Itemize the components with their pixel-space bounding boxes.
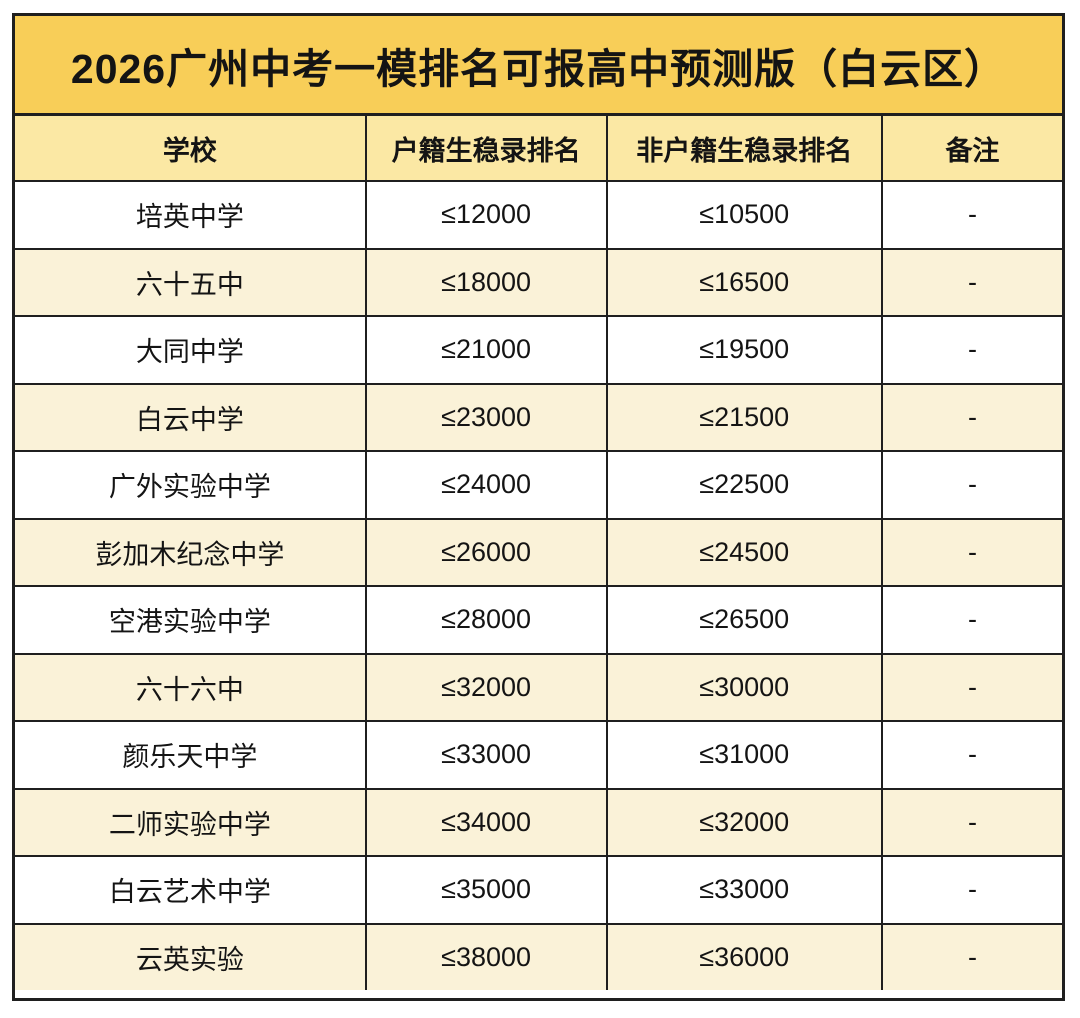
cell-remark: - bbox=[880, 247, 1062, 317]
cell-non-resident-rank: ≤26500 bbox=[605, 585, 883, 655]
cell-remark: - bbox=[880, 855, 1062, 925]
cell-resident-rank: ≤21000 bbox=[364, 315, 608, 385]
col-header-school: 学校 bbox=[15, 116, 367, 182]
table-row: 颜乐天中学 ≤33000 ≤31000 - bbox=[15, 720, 1062, 790]
table-row: 二师实验中学 ≤34000 ≤32000 - bbox=[15, 787, 1062, 857]
cell-resident-rank: ≤34000 bbox=[364, 787, 608, 857]
cell-remark: - bbox=[880, 517, 1062, 587]
table-row: 大同中学 ≤21000 ≤19500 - bbox=[15, 315, 1062, 385]
cell-school: 白云艺术中学 bbox=[15, 855, 367, 925]
cell-non-resident-rank: ≤24500 bbox=[605, 517, 883, 587]
col-header-remark: 备注 bbox=[880, 116, 1062, 182]
cell-non-resident-rank: ≤36000 bbox=[605, 922, 883, 990]
cell-non-resident-rank: ≤22500 bbox=[605, 450, 883, 520]
rank-table: 学校 户籍生稳录排名 非户籍生稳录排名 备注 培英中学 ≤12000 ≤1050… bbox=[15, 116, 1062, 990]
table-row: 六十五中 ≤18000 ≤16500 - bbox=[15, 247, 1062, 317]
cell-non-resident-rank: ≤10500 bbox=[605, 180, 883, 250]
cell-remark: - bbox=[880, 315, 1062, 385]
table-row: 白云中学 ≤23000 ≤21500 - bbox=[15, 382, 1062, 452]
cell-school: 空港实验中学 bbox=[15, 585, 367, 655]
table-row: 培英中学 ≤12000 ≤10500 - bbox=[15, 180, 1062, 250]
cell-resident-rank: ≤28000 bbox=[364, 585, 608, 655]
table-row: 六十六中 ≤32000 ≤30000 - bbox=[15, 652, 1062, 722]
cell-resident-rank: ≤32000 bbox=[364, 652, 608, 722]
cell-remark: - bbox=[880, 585, 1062, 655]
cell-school: 六十五中 bbox=[15, 247, 367, 317]
table-row: 云英实验 ≤38000 ≤36000 - bbox=[15, 922, 1062, 990]
cell-resident-rank: ≤24000 bbox=[364, 450, 608, 520]
cell-resident-rank: ≤26000 bbox=[364, 517, 608, 587]
col-header-non-resident-rank: 非户籍生稳录排名 bbox=[605, 116, 883, 182]
table-row: 广外实验中学 ≤24000 ≤22500 - bbox=[15, 450, 1062, 520]
table-row: 彭加木纪念中学 ≤26000 ≤24500 - bbox=[15, 517, 1062, 587]
cell-school: 云英实验 bbox=[15, 922, 367, 990]
cell-non-resident-rank: ≤19500 bbox=[605, 315, 883, 385]
cell-non-resident-rank: ≤33000 bbox=[605, 855, 883, 925]
cell-resident-rank: ≤38000 bbox=[364, 922, 608, 990]
cell-school: 六十六中 bbox=[15, 652, 367, 722]
cell-resident-rank: ≤23000 bbox=[364, 382, 608, 452]
cell-remark: - bbox=[880, 652, 1062, 722]
cell-school: 培英中学 bbox=[15, 180, 367, 250]
table-row: 白云艺术中学 ≤35000 ≤33000 - bbox=[15, 855, 1062, 925]
page-title: 2026广州中考一模排名可报高中预测版（白云区） bbox=[15, 16, 1062, 116]
cell-school: 白云中学 bbox=[15, 382, 367, 452]
cell-remark: - bbox=[880, 720, 1062, 790]
cell-school: 二师实验中学 bbox=[15, 787, 367, 857]
cell-resident-rank: ≤33000 bbox=[364, 720, 608, 790]
cell-remark: - bbox=[880, 922, 1062, 990]
col-header-resident-rank: 户籍生稳录排名 bbox=[364, 116, 608, 182]
cell-non-resident-rank: ≤16500 bbox=[605, 247, 883, 317]
cell-school: 彭加木纪念中学 bbox=[15, 517, 367, 587]
cell-non-resident-rank: ≤21500 bbox=[605, 382, 883, 452]
cell-school: 颜乐天中学 bbox=[15, 720, 367, 790]
cell-resident-rank: ≤35000 bbox=[364, 855, 608, 925]
table-row: 空港实验中学 ≤28000 ≤26500 - bbox=[15, 585, 1062, 655]
cell-remark: - bbox=[880, 180, 1062, 250]
cell-non-resident-rank: ≤30000 bbox=[605, 652, 883, 722]
cell-remark: - bbox=[880, 382, 1062, 452]
cell-remark: - bbox=[880, 450, 1062, 520]
cell-non-resident-rank: ≤31000 bbox=[605, 720, 883, 790]
cell-resident-rank: ≤12000 bbox=[364, 180, 608, 250]
cell-non-resident-rank: ≤32000 bbox=[605, 787, 883, 857]
cell-remark: - bbox=[880, 787, 1062, 857]
header-row: 学校 户籍生稳录排名 非户籍生稳录排名 备注 bbox=[15, 116, 1062, 182]
cell-resident-rank: ≤18000 bbox=[364, 247, 608, 317]
cell-school: 广外实验中学 bbox=[15, 450, 367, 520]
cell-school: 大同中学 bbox=[15, 315, 367, 385]
prediction-table-card: 2026广州中考一模排名可报高中预测版（白云区） 学校 户籍生稳录排名 非户籍生… bbox=[12, 13, 1065, 1001]
